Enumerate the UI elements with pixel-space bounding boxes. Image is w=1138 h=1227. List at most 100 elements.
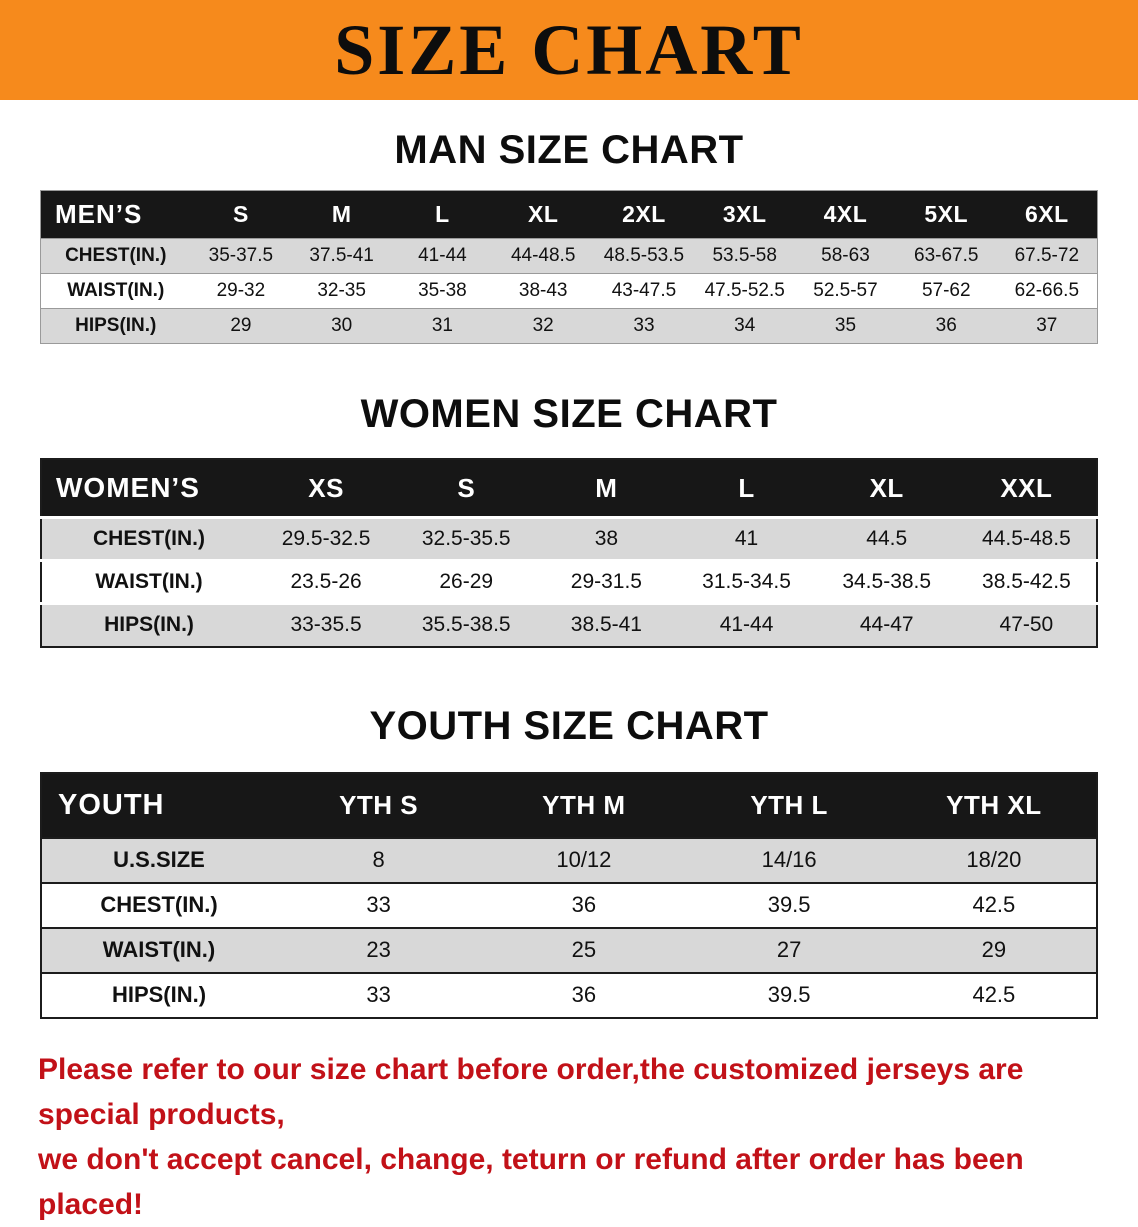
banner: SIZE CHART (0, 0, 1138, 100)
size-value-cell: 32-35 (317, 280, 366, 301)
size-value-cell: 29 (230, 315, 252, 336)
table-corner-label: MEN’S (40, 190, 191, 239)
size-value-cell: 57-62 (921, 280, 971, 301)
size-column-header: XXL (956, 459, 1097, 518)
size-header-row: MEN’S S M L XL 2XL 3XL 4XL 5XL 6XL (40, 190, 1098, 239)
size-value-cell: 35.5-38.5 (421, 613, 511, 637)
size-column-header: 4XL (795, 190, 896, 239)
size-value-cell: 8 (372, 847, 385, 872)
size-column-header: YTH S (276, 772, 482, 838)
size-value-cell: 27 (776, 937, 802, 962)
size-value-cell: 38.5-41 (570, 613, 642, 637)
size-value-cell: 52.5-57 (813, 280, 878, 301)
size-value-cell: 32 (532, 315, 554, 336)
size-column-header: YTH L (686, 772, 892, 838)
measurement-row: HIPS(IN.) 33-35.5 35.5-38.5 38.5-41 41-44 44-… (41, 603, 1097, 647)
size-value-cell: 39.5 (767, 982, 811, 1007)
size-value-cell: 34 (734, 315, 756, 336)
size-value-cell: 42.5 (972, 892, 1016, 917)
women-size-table: WOMEN’S XS S M L XL XXL CHEST(IN.) 29.5-32.5 32.5… (40, 458, 1098, 648)
size-value-cell: 44.5-48.5 (982, 527, 1071, 550)
size-column-header: L (676, 459, 817, 518)
size-value-cell: 39.5 (767, 892, 811, 917)
row-label: WAIST(IN.) (95, 570, 203, 593)
size-header-row: YOUTH YTH S YTH M YTH L YTH XL (41, 772, 1097, 838)
size-value-cell: 53.5-58 (712, 245, 777, 266)
row-label: CHEST(IN.) (93, 527, 205, 550)
size-value-cell: 48.5-53.5 (603, 245, 685, 266)
row-label: HIPS(IN.) (104, 613, 194, 637)
size-value-cell: 41-44 (719, 613, 774, 637)
measurement-row: CHEST(IN.) 35-37.5 37.5-41 41-44 44-48.5 48.5… (40, 238, 1098, 274)
size-column-header: XS (256, 459, 397, 518)
size-value-cell: 63-67.5 (914, 245, 979, 266)
size-value-cell: 33 (366, 892, 391, 917)
size-value-cell: 44-48.5 (510, 245, 576, 266)
size-value-cell: 31 (431, 315, 453, 336)
size-value-cell: 29-32 (216, 280, 266, 301)
man-size-heading: MAN SIZE CHART (394, 128, 744, 172)
size-value-cell: 36 (571, 982, 597, 1007)
size-header-row: WOMEN’S XS S M L XL XXL (41, 459, 1097, 518)
size-value-cell: 33 (633, 315, 655, 336)
size-value-cell: 26-29 (439, 570, 494, 593)
notice-line-2: we don't accept cancel, change, teturn o… (38, 1142, 1024, 1221)
size-value-cell: 42.5 (972, 982, 1016, 1007)
size-value-cell: 67.5-72 (1014, 245, 1080, 266)
notice-line-1: Please refer to our size chart before or… (38, 1052, 1024, 1131)
man-size-section: MAN SIZE CHART MEN’S S M L XL 2XL 3XL 4XL 5XL 6XL… (0, 100, 1138, 344)
size-column-header: YTH XL (891, 772, 1097, 838)
measurement-row: WAIST(IN.) 29-32 32-35 35-38 38-43 43-47.5 47.… (40, 273, 1098, 309)
table-corner-label: YOUTH (41, 772, 276, 838)
size-value-cell: 33-35.5 (290, 613, 362, 637)
size-column-header: XL (492, 190, 594, 239)
size-value-cell: 35-37.5 (208, 245, 274, 266)
size-value-cell: 23 (366, 937, 391, 962)
size-column-header: S (190, 190, 292, 239)
size-value-cell: 34.5-38.5 (842, 570, 932, 593)
size-value-cell: 47.5-52.5 (704, 280, 785, 301)
youth-size-section: YOUTH SIZE CHART YOUTH YTH S YTH M YTH L YTH… (0, 648, 1138, 1019)
size-column-header: 6XL (996, 190, 1098, 239)
size-column-header: 3XL (694, 190, 796, 239)
size-value-cell: 38 (594, 527, 619, 550)
size-value-cell: 29-31.5 (570, 570, 642, 593)
size-value-cell: 41-44 (418, 245, 467, 266)
youth-size-heading: YOUTH SIZE CHART (369, 703, 769, 748)
measurement-row: HIPS(IN.) 33 36 39.5 42.5 (41, 972, 1097, 1018)
size-value-cell: 35-38 (418, 280, 467, 301)
size-column-header: YTH M (481, 772, 687, 838)
size-value-cell: 43-47.5 (611, 280, 677, 301)
size-value-cell: 62-66.5 (1014, 280, 1080, 301)
size-value-cell: 37.5-41 (309, 245, 374, 266)
size-column-header: 2XL (593, 190, 695, 239)
size-value-cell: 58-63 (821, 245, 870, 266)
row-label: WAIST(IN.) (102, 937, 216, 962)
women-size-section: WOMEN SIZE CHART WOMEN’S XS S M L XL XXL CHEST(… (0, 344, 1138, 648)
size-value-cell: 47-50 (999, 613, 1054, 637)
table-corner-label: WOMEN’S (41, 459, 256, 518)
size-value-cell: 32.5-35.5 (421, 527, 511, 550)
size-column-header: 5XL (895, 190, 997, 239)
size-value-cell: 38-43 (518, 280, 568, 301)
measurement-row: U.S.SIZE 8 10/12 14/16 18/20 (41, 837, 1097, 883)
row-label: CHEST(IN.) (65, 245, 167, 266)
size-value-cell: 29.5-32.5 (281, 527, 371, 550)
size-value-cell: 35 (834, 315, 857, 336)
size-value-cell: 44-47 (859, 613, 914, 637)
size-value-cell: 41 (734, 527, 759, 550)
measurement-row: CHEST(IN.) 29.5-32.5 32.5-35.5 38 41 44.5 44.5… (41, 517, 1097, 561)
page-title: SIZE CHART (334, 10, 804, 90)
measurement-row: WAIST(IN.) 23 25 27 29 (41, 927, 1097, 973)
size-column-header: M (536, 459, 677, 518)
size-column-header: L (392, 190, 493, 239)
measurement-row: WAIST(IN.) 23.5-26 26-29 29-31.5 31.5-34.5 34… (41, 560, 1097, 604)
order-notice: Please refer to our size chart before or… (38, 1047, 1100, 1227)
size-value-cell: 23.5-26 (290, 570, 362, 593)
row-label: CHEST(IN.) (100, 892, 218, 917)
size-column-header: S (396, 459, 537, 518)
row-label: HIPS(IN.) (75, 315, 157, 336)
size-column-header: M (291, 190, 393, 239)
row-label: U.S.SIZE (113, 847, 205, 872)
